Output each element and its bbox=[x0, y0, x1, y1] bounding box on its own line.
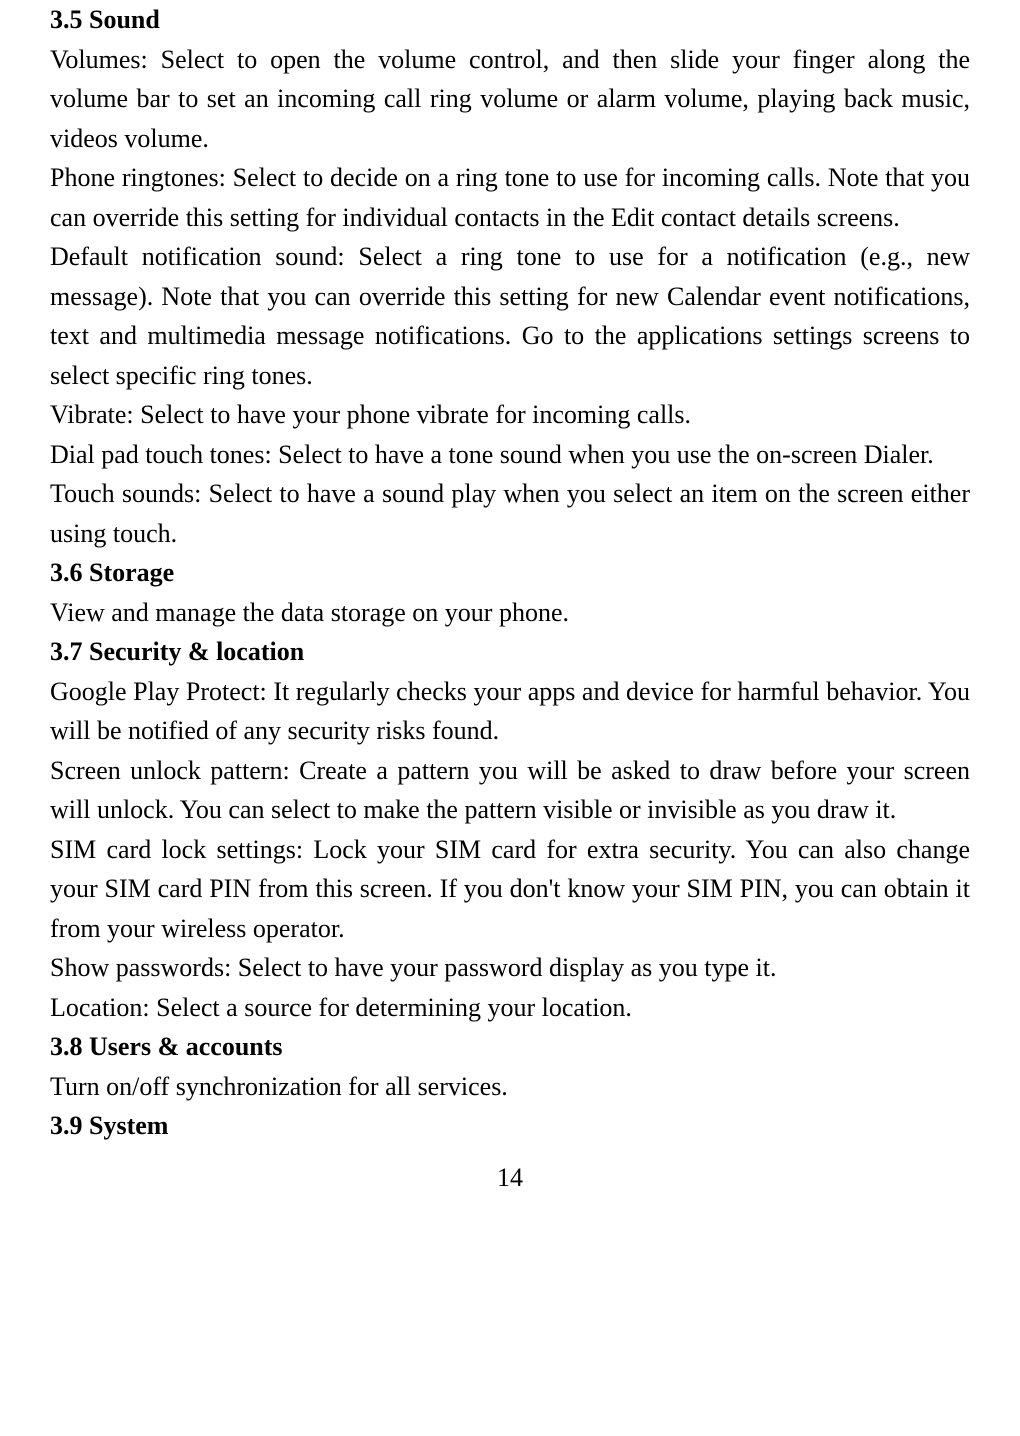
paragraph-volumes: Volumes: Select to open the volume contr… bbox=[50, 40, 970, 159]
paragraph-unlock-pattern: Screen unlock pattern: Create a pattern … bbox=[50, 751, 970, 830]
section-heading-storage: 3.6 Storage bbox=[50, 553, 970, 593]
paragraph-sim-lock: SIM card lock settings: Lock your SIM ca… bbox=[50, 830, 970, 949]
section-heading-system: 3.9 System bbox=[50, 1106, 970, 1146]
paragraph-show-passwords: Show passwords: Select to have your pass… bbox=[50, 948, 970, 988]
section-heading-sound: 3.5 Sound bbox=[50, 0, 970, 40]
section-heading-security: 3.7 Security & location bbox=[50, 632, 970, 672]
paragraph-location: Location: Select a source for determinin… bbox=[50, 988, 970, 1028]
paragraph-ringtones: Phone ringtones: Select to decide on a r… bbox=[50, 158, 970, 237]
paragraph-dialpad-tones: Dial pad touch tones: Select to have a t… bbox=[50, 435, 970, 475]
paragraph-sync: Turn on/off synchronization for all serv… bbox=[50, 1067, 970, 1107]
paragraph-touch-sounds: Touch sounds: Select to have a sound pla… bbox=[50, 474, 970, 553]
page-number: 14 bbox=[50, 1158, 970, 1198]
paragraph-storage: View and manage the data storage on your… bbox=[50, 593, 970, 633]
section-heading-users-accounts: 3.8 Users & accounts bbox=[50, 1027, 970, 1067]
paragraph-vibrate: Vibrate: Select to have your phone vibra… bbox=[50, 395, 970, 435]
paragraph-notification-sound: Default notification sound: Select a rin… bbox=[50, 237, 970, 395]
paragraph-play-protect: Google Play Protect: It regularly checks… bbox=[50, 672, 970, 751]
document-page: 3.5 Sound Volumes: Select to open the vo… bbox=[50, 0, 970, 1197]
